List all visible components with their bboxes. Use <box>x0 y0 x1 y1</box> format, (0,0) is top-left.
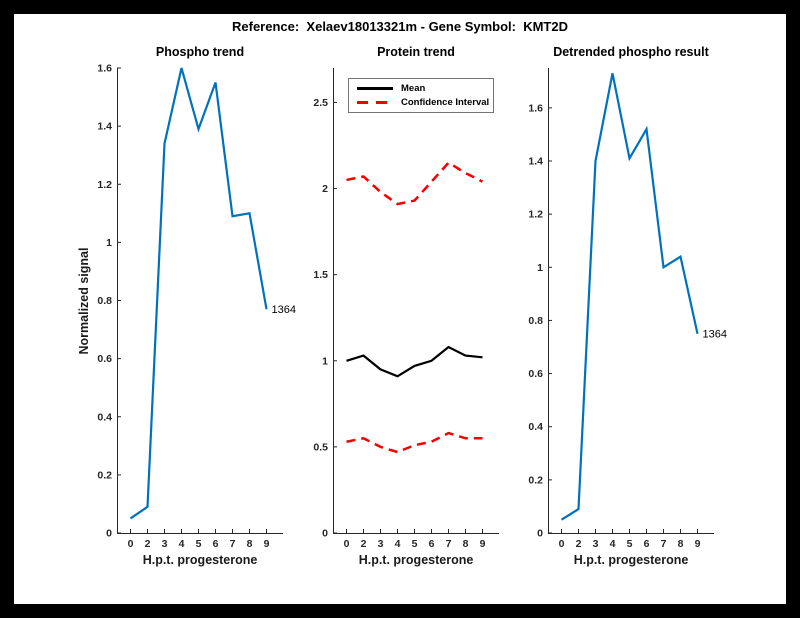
y-tick-label: 1.2 <box>528 209 543 221</box>
subplot-title-protein-trend: Protein trend <box>377 45 455 59</box>
x-tick-label: 7 <box>446 538 452 550</box>
y-tick-label: 0.6 <box>97 353 112 365</box>
figure-title: Reference: Xelaev18013321m - Gene Symbol… <box>232 19 568 34</box>
subplot-title-detrended-phospho: Detrended phospho result <box>553 45 709 59</box>
y-tick-label: 1.5 <box>313 269 328 281</box>
y-tick-label: 1 <box>322 355 328 367</box>
legend-line-sample-mean <box>357 87 393 90</box>
y-tick-label: 2.5 <box>313 97 328 109</box>
y-tick-label: 0.5 <box>313 441 328 453</box>
legend-entry-confidence-interval: Confidence Interval <box>357 96 489 110</box>
y-tick-label: 0.6 <box>528 368 543 380</box>
y-tick-label: 0 <box>537 528 543 540</box>
y-axis-label-normalized-signal: Normalized signal <box>77 247 91 355</box>
series-line-detrended-phospho-signal <box>560 73 699 521</box>
x-tick-label: 4 <box>179 538 185 550</box>
legend-line-sample-confidence-interval <box>357 101 393 104</box>
y-tick-label: 1.4 <box>528 156 543 168</box>
x-axis-label-protein: H.p.t. progesterone <box>358 553 474 567</box>
y-tick-label: 1 <box>106 237 112 249</box>
series-line-phospho-signal <box>129 67 268 520</box>
x-tick-label: 0 <box>559 538 565 550</box>
x-tick-label: 0 <box>128 538 134 550</box>
figure-canvas: Reference: Xelaev18013321m - Gene Symbol… <box>14 14 786 604</box>
series-line-confidence-interval-lower <box>346 431 483 454</box>
x-tick-label: 0 <box>344 538 350 550</box>
x-tick-label: 9 <box>695 538 701 550</box>
x-tick-label: 4 <box>610 538 616 550</box>
legend-label-confidence-interval: Confidence Interval <box>401 96 490 108</box>
y-tick-label: 1.4 <box>97 121 112 133</box>
legend-entry-mean: Mean <box>357 81 489 95</box>
x-tick-label: 4 <box>395 538 401 550</box>
x-axis-label-phospho: H.p.t. progesterone <box>142 553 258 567</box>
x-tick-label: 3 <box>593 538 599 550</box>
x-tick-label: 2 <box>145 538 151 550</box>
x-tick-label: 6 <box>213 538 219 550</box>
x-tick-label: 2 <box>576 538 582 550</box>
x-tick-label: 8 <box>463 538 469 550</box>
y-tick-label: 2 <box>322 183 328 195</box>
subplot-protein-trend: 0 2 3 4 5 6 7 8 900.511.522.5 <box>313 68 499 550</box>
x-tick-label: 7 <box>230 538 236 550</box>
y-tick-label: 0.4 <box>97 411 112 423</box>
x-tick-label: 5 <box>627 538 633 550</box>
x-tick-label: 8 <box>678 538 684 550</box>
y-tick-label: 0.2 <box>528 474 543 486</box>
x-tick-label: 6 <box>644 538 650 550</box>
endpoint-annotation: 1364 <box>272 304 296 316</box>
x-tick-label: 3 <box>162 538 168 550</box>
legend-label-mean: Mean <box>401 82 426 94</box>
y-tick-label: 0.8 <box>528 315 543 327</box>
y-tick-label: 1.6 <box>528 102 543 114</box>
x-tick-label: 7 <box>661 538 667 550</box>
x-tick-label: 2 <box>361 538 367 550</box>
y-tick-label: 1.2 <box>97 179 112 191</box>
subplot-title-phospho-trend: Phospho trend <box>155 45 245 59</box>
x-tick-label: 5 <box>196 538 202 550</box>
series-line-mean <box>346 345 483 378</box>
x-tick-label: 9 <box>264 538 270 550</box>
series-line-confidence-interval-upper <box>346 161 484 206</box>
x-tick-label: 9 <box>480 538 486 550</box>
y-tick-label: 0.8 <box>97 295 112 307</box>
endpoint-annotation: 1364 <box>703 329 727 341</box>
y-tick-label: 0 <box>322 528 328 540</box>
x-tick-label: 6 <box>429 538 435 550</box>
y-tick-label: 1.6 <box>97 63 112 75</box>
x-tick-label: 8 <box>247 538 253 550</box>
x-axis-label-detrended: H.p.t. progesterone <box>573 553 689 567</box>
y-tick-label: 0 <box>106 528 112 540</box>
x-tick-label: 5 <box>412 538 418 550</box>
y-tick-label: 0.2 <box>97 469 112 481</box>
legend: Mean Confidence Interval <box>348 78 494 113</box>
y-tick-label: 0.4 <box>528 421 543 433</box>
x-tick-label: 3 <box>378 538 384 550</box>
y-tick-label: 1 <box>537 262 543 274</box>
